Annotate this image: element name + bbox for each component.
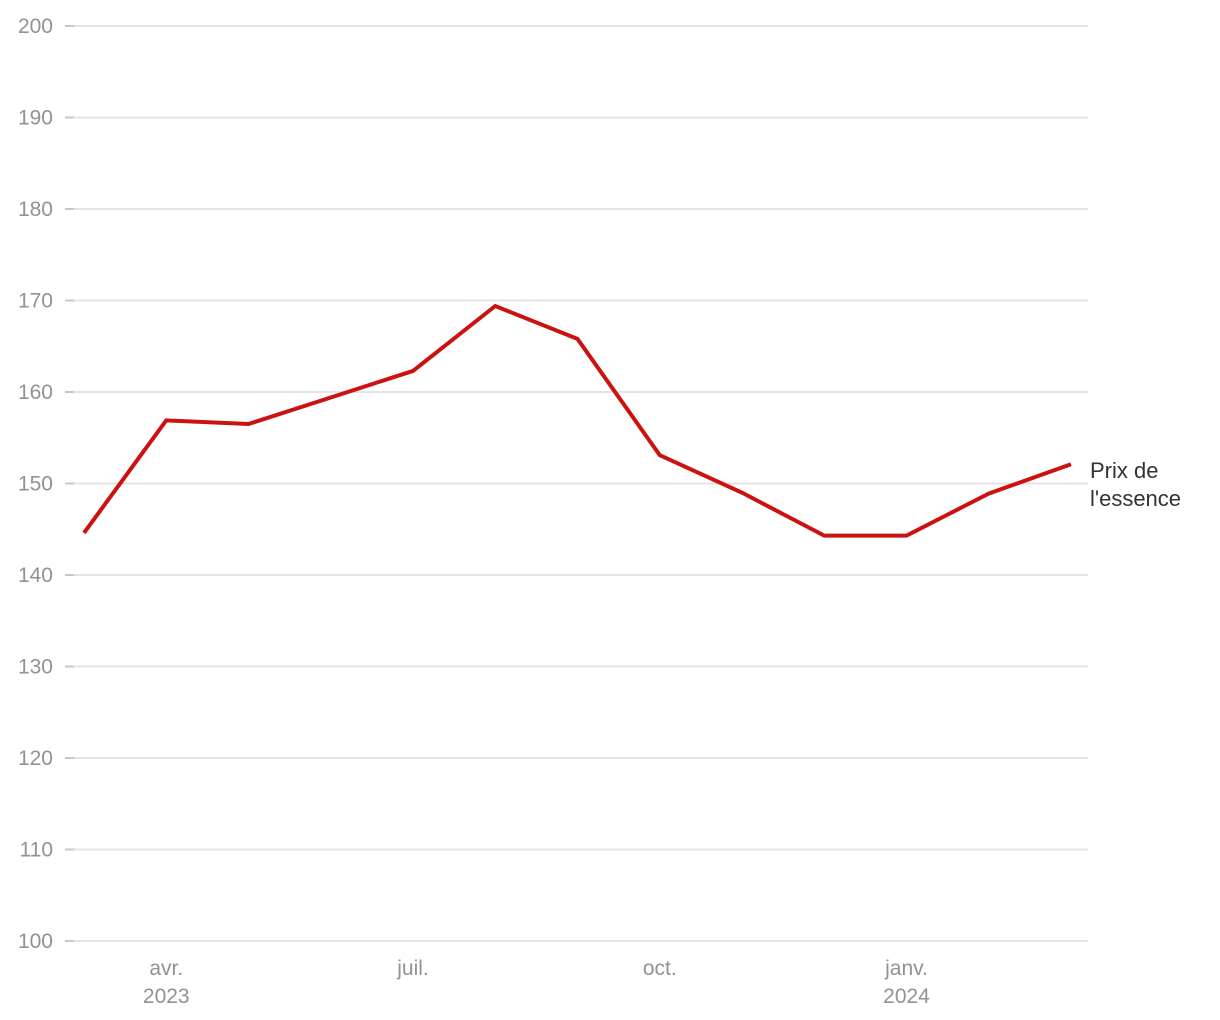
y-axis-label-130: 130 <box>18 656 53 679</box>
x-axis-sublabel-2023: 2023 <box>143 985 190 1008</box>
series-end-label: Prix de l'essence <box>1090 457 1181 513</box>
y-axis-label-200: 200 <box>18 15 53 38</box>
y-axis-label-150: 150 <box>18 473 53 496</box>
y-axis-label-120: 120 <box>18 747 53 770</box>
series-end-label-line2: l'essence <box>1090 486 1182 511</box>
y-axis-label-110: 110 <box>20 839 53 862</box>
x-axis-label-oct: oct. <box>643 957 677 980</box>
y-axis-label-170: 170 <box>18 290 53 313</box>
y-axis-label-140: 140 <box>18 564 53 587</box>
y-axis-label-160: 160 <box>18 381 53 404</box>
y-axis-label-100: 100 <box>18 930 53 953</box>
y-axis-label-190: 190 <box>18 107 53 130</box>
series-end-label-line1: Prix de <box>1090 458 1159 483</box>
x-axis-label-juil: juil. <box>396 957 429 980</box>
gas-price-series-line <box>82 303 1072 538</box>
x-axis-label-avr: avr. <box>149 957 183 980</box>
x-axis-label-janv: janv. <box>884 957 928 980</box>
y-axis-label-180: 180 <box>18 198 53 221</box>
x-axis-sublabel-2024: 2024 <box>883 985 930 1008</box>
